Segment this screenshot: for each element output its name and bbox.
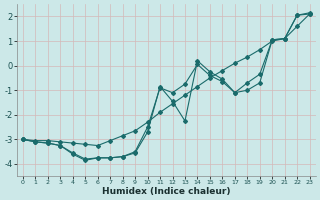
X-axis label: Humidex (Indice chaleur): Humidex (Indice chaleur)	[102, 187, 230, 196]
